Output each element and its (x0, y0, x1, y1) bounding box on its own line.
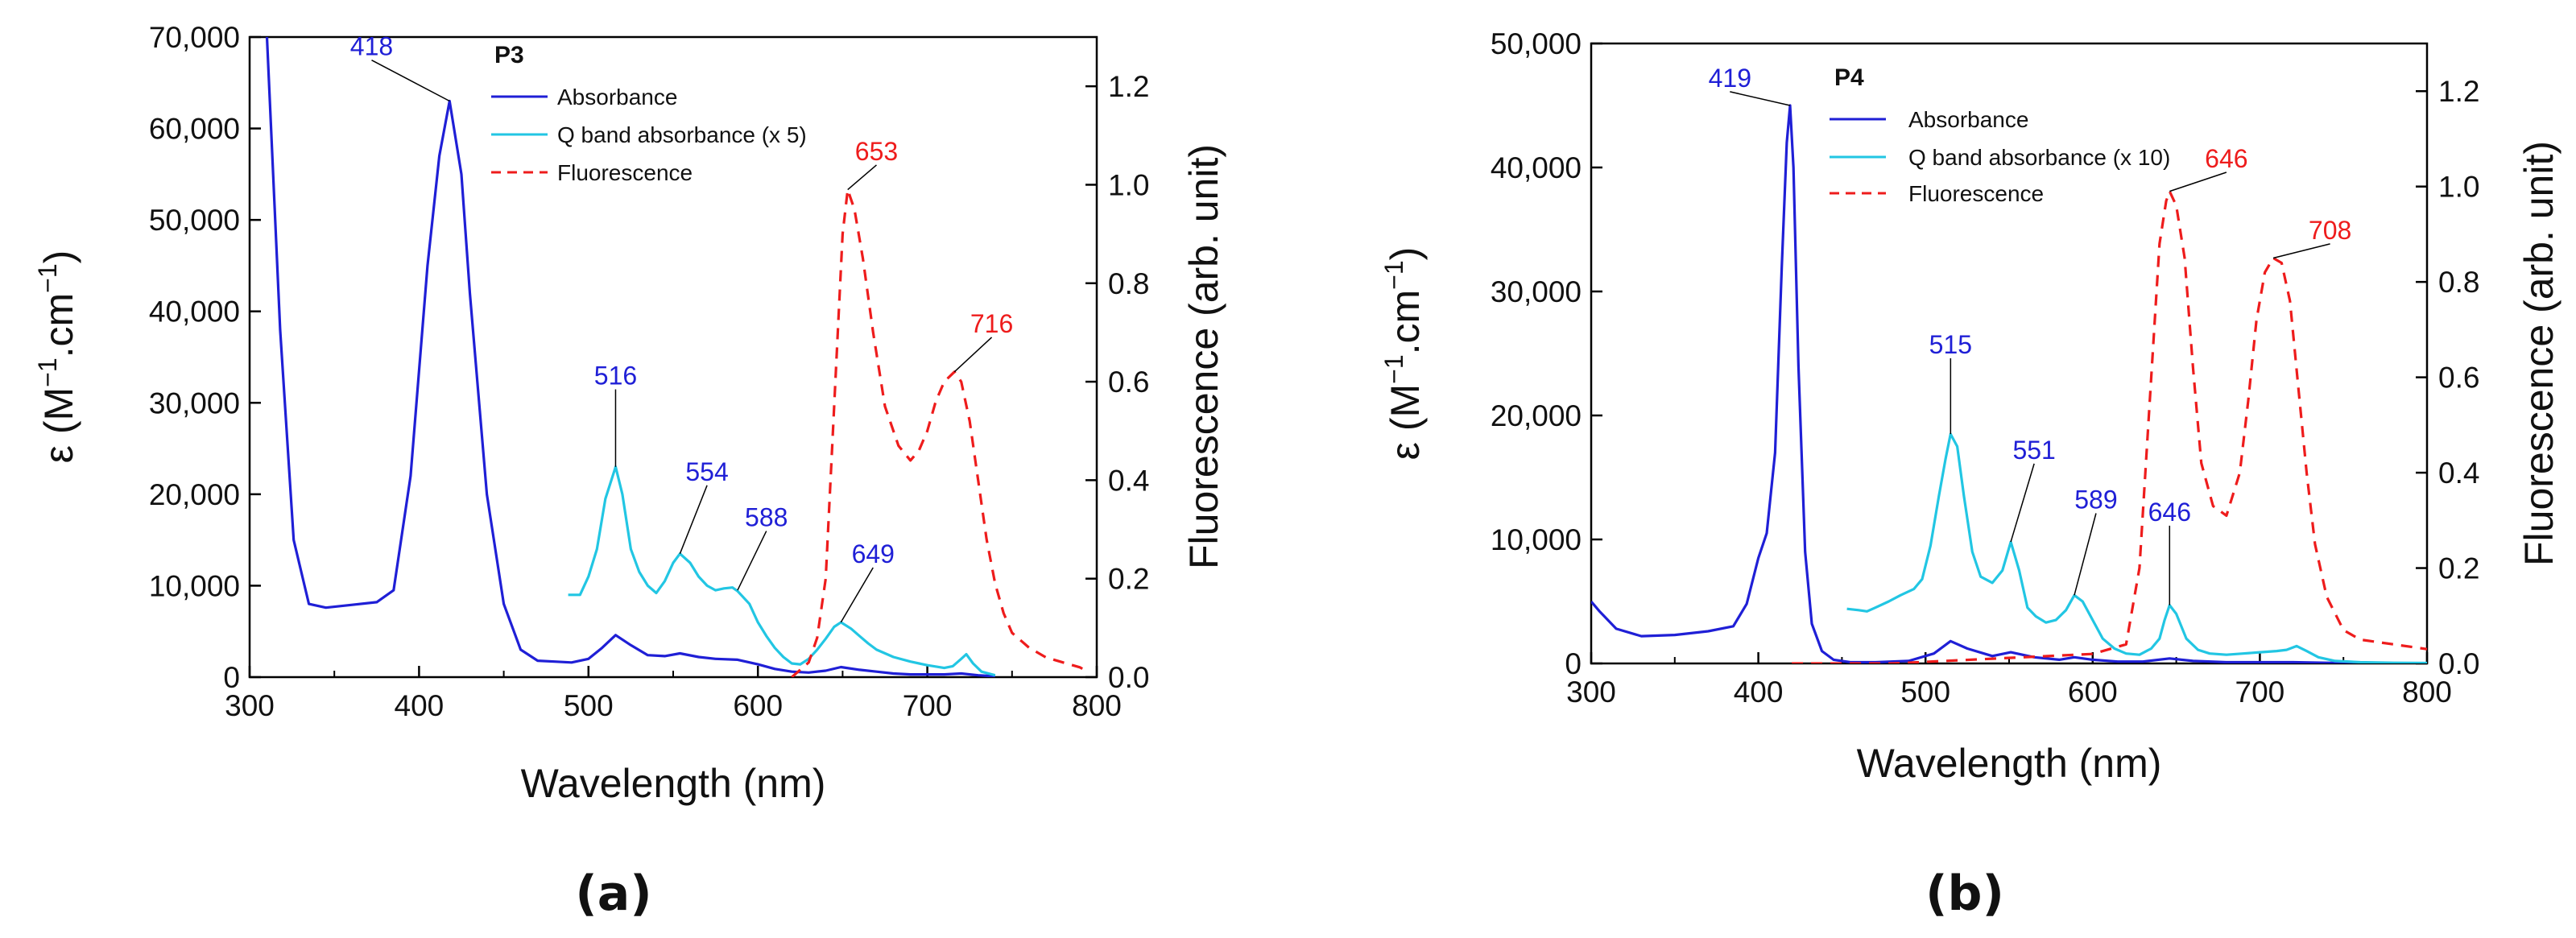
y-axis-title-left-b: ε (M−1.cm−1) (1379, 247, 1428, 461)
x-axis-title-b: Wavelength (nm) (1857, 741, 2162, 786)
legend-label-fluorescence-b: Fluorescence (1908, 181, 2044, 206)
y-left-tick-label: 30,000 (1491, 275, 1582, 308)
ticks-a: 300 400 500 600 700 800 0 10,000 20,000 30,000 40,… (149, 21, 1150, 722)
series-line-absorbance (265, 37, 995, 677)
y-left-tick-label: 10,000 (1491, 523, 1582, 556)
peak-label: 646 (2205, 144, 2247, 173)
y-right-tick-label: 0.6 (2438, 362, 2479, 395)
x-axis-title-a: Wavelength (nm) (521, 761, 826, 806)
y-left-tick-label: 0 (223, 661, 240, 694)
peak-label: 716 (970, 309, 1013, 338)
annotation-leader (953, 337, 993, 373)
x-tick-label: 500 (564, 689, 614, 722)
annotations-b: 419 515 551 589 646 646 708 (1709, 64, 2351, 605)
chart-panel-b: 300 400 500 600 700 800 0 10,000 20,000 30,000 40,… (1379, 27, 2562, 922)
peak-label: 515 (1929, 330, 1972, 359)
peak-label: 554 (685, 457, 728, 486)
series-line-q-band-absorbance-x-5 (568, 465, 996, 677)
chart-panel-a: 300 400 500 600 700 800 0 10,000 20,000 30,000 40,… (33, 21, 1226, 922)
series-line-fluorescence (791, 188, 1090, 677)
y-right-tick-label: 1.0 (1108, 168, 1149, 201)
y-right-tick-label: 0.4 (2438, 457, 2479, 490)
legend-label-absorbance-a: Absorbance (557, 85, 677, 110)
legend-label-fluorescence-a: Fluorescence (557, 160, 693, 185)
series-group-a (265, 37, 1090, 677)
y-right-tick-label: 0.8 (1108, 267, 1149, 300)
peak-label: 418 (350, 32, 393, 61)
peak-label: 588 (745, 503, 788, 532)
y-right-tick-label: 0.0 (1108, 661, 1149, 694)
annotation-leader (2169, 171, 2227, 192)
x-tick-label: 300 (225, 689, 275, 722)
y-right-tick-label: 0.6 (1108, 366, 1149, 399)
y-left-tick-label: 20,000 (149, 478, 240, 511)
ticks-b: 300 400 500 600 700 800 0 10,000 20,000 30,000 40,… (1491, 27, 2480, 709)
y-left-tick-label: 40,000 (1491, 151, 1582, 184)
plot-frame-b (1590, 42, 2429, 665)
annotation-leader (2074, 513, 2097, 596)
y-right-tick-label: 0.0 (2438, 647, 2479, 680)
panel-label-a: (a) (575, 866, 651, 922)
y-left-tick-label: 20,000 (1491, 399, 1582, 432)
y-right-tick-label: 0.4 (1108, 464, 1149, 497)
legend-label-qband-b: Q band absorbance (x 10) (1908, 145, 2170, 170)
x-tick-label: 600 (2068, 676, 2118, 709)
x-tick-label: 500 (1900, 676, 1950, 709)
y-axis-title-left-a: ε (M−1.cm−1) (33, 250, 81, 464)
peak-label: 589 (2074, 486, 2117, 514)
peak-label: 419 (1709, 64, 1751, 93)
annotation-leader (2272, 243, 2330, 259)
legend-label-qband-a: Q band absorbance (x 5) (557, 122, 807, 147)
x-tick-label: 800 (1072, 689, 1122, 722)
x-tick-label: 600 (733, 689, 783, 722)
y-left-tick-label: 60,000 (149, 113, 240, 146)
x-tick-label: 800 (2402, 676, 2452, 709)
y-right-tick-label: 1.2 (2438, 75, 2479, 108)
x-tick-label: 300 (1566, 676, 1616, 709)
x-tick-label: 700 (2235, 676, 2285, 709)
y-right-tick-label: 0.2 (2438, 552, 2479, 585)
peak-label: 708 (2309, 216, 2351, 245)
y-left-tick-label: 30,000 (149, 386, 240, 419)
y-left-tick-label: 50,000 (1491, 27, 1582, 60)
annotation-leader (679, 485, 708, 554)
y-right-tick-label: 1.2 (1108, 70, 1149, 103)
annotation-leader (1730, 91, 1791, 106)
panel-label-b: (b) (1925, 866, 2004, 922)
chart-title-a: P3 (494, 42, 524, 68)
y-left-tick-label: 0 (1565, 647, 1582, 680)
x-tick-label: 400 (395, 689, 444, 722)
legend-a: Absorbance Q band absorbance (x 5) Fluor… (491, 85, 807, 185)
x-tick-label: 400 (1734, 676, 1784, 709)
peak-label: 653 (855, 137, 898, 166)
y-left-tick-label: 70,000 (149, 21, 240, 54)
peak-label: 646 (2148, 498, 2191, 527)
annotation-leader (840, 567, 874, 623)
peak-label: 551 (2012, 436, 2055, 465)
y-right-tick-label: 0.2 (1108, 563, 1149, 596)
annotations-a: 418 516 554 588 649 653 716 (350, 32, 1013, 623)
chart-title-b: P4 (1834, 64, 1864, 91)
series-line-q-band-absorbance-x-10 (1846, 432, 2427, 663)
peak-label: 516 (594, 362, 637, 390)
annotation-leader (2010, 463, 2035, 543)
series-group-b (1591, 104, 2427, 663)
peak-label: 649 (852, 539, 895, 568)
legend-label-absorbance-b: Absorbance (1908, 107, 2028, 132)
y-right-tick-label: 1.0 (2438, 171, 2479, 204)
series-line-fluorescence (1792, 190, 2427, 663)
y-left-tick-label: 10,000 (149, 569, 240, 602)
annotation-leader (847, 164, 877, 191)
y-axis-title-right-b: Fluorescence (arb. unit) (2516, 141, 2562, 566)
legend-b: Absorbance Q band absorbance (x 10) Fluo… (1830, 107, 2170, 206)
annotation-leader (371, 60, 450, 102)
y-left-tick-label: 50,000 (149, 204, 240, 237)
y-axis-title-right-a: Fluorescence (arb. unit) (1181, 144, 1226, 569)
y-right-tick-label: 0.8 (2438, 266, 2479, 299)
annotation-leader (737, 531, 767, 591)
x-tick-label: 700 (903, 689, 953, 722)
y-left-tick-label: 40,000 (149, 295, 240, 329)
